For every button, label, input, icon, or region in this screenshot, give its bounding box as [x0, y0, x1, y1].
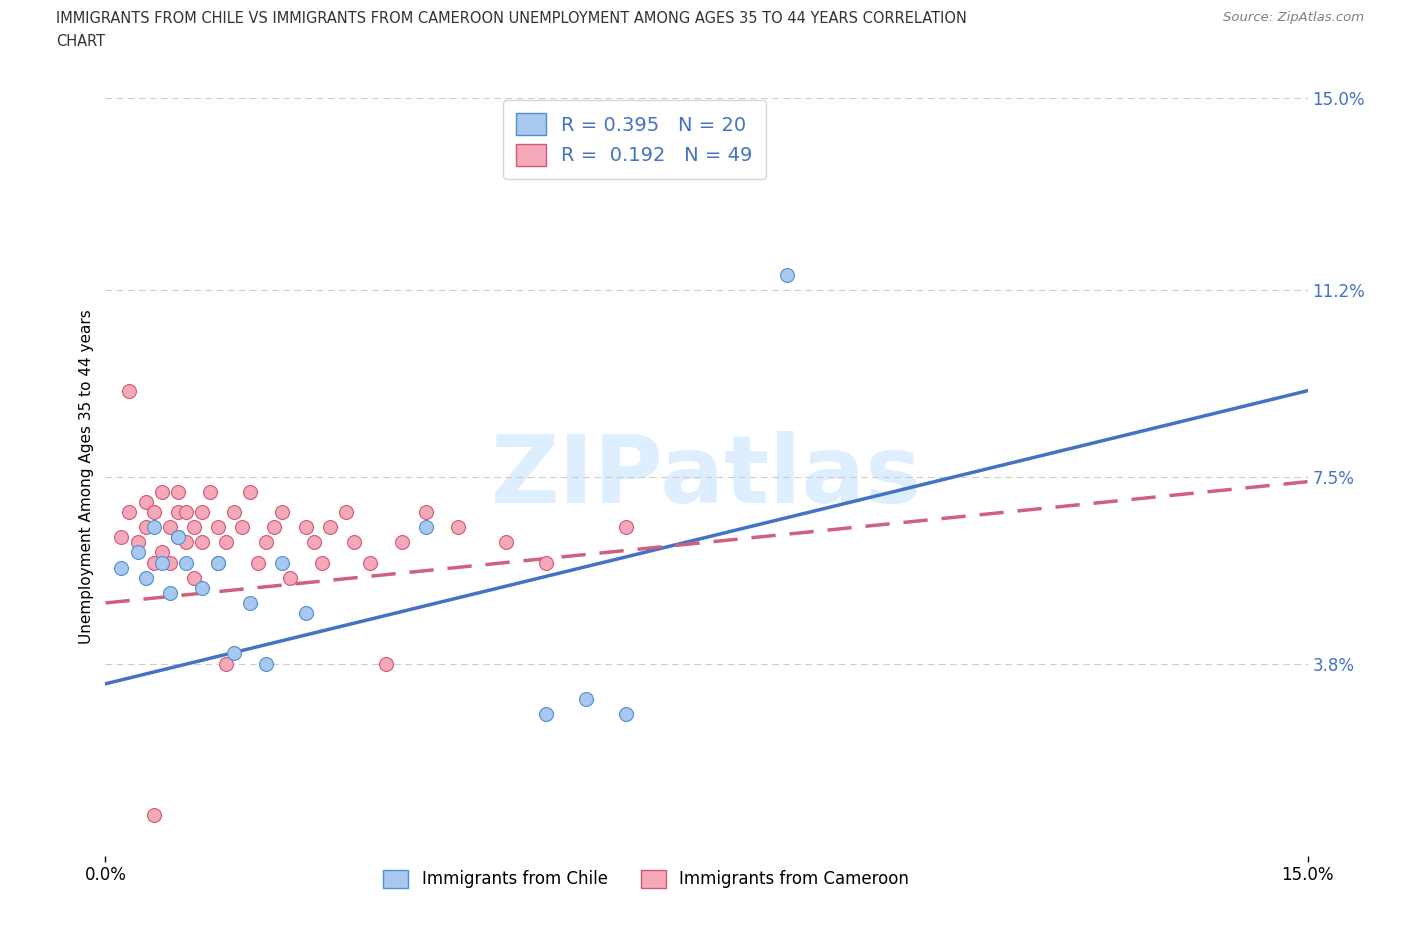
Point — [222, 646, 245, 661]
Point — [118, 383, 141, 398]
Point — [159, 585, 181, 600]
Point — [254, 535, 277, 550]
Point — [174, 555, 197, 570]
Text: ZIPatlas: ZIPatlas — [491, 431, 922, 523]
Point — [536, 555, 558, 570]
Point — [135, 520, 157, 535]
Point — [375, 657, 398, 671]
Point — [415, 520, 437, 535]
Point — [214, 535, 236, 550]
Point — [239, 485, 262, 499]
Point — [166, 530, 188, 545]
Point — [295, 605, 318, 620]
Point — [207, 555, 229, 570]
Point — [302, 535, 325, 550]
Text: CHART: CHART — [56, 34, 105, 49]
Point — [190, 505, 212, 520]
Text: Source: ZipAtlas.com: Source: ZipAtlas.com — [1223, 11, 1364, 24]
Point — [415, 505, 437, 520]
Point — [207, 555, 229, 570]
Point — [159, 555, 181, 570]
Point — [135, 570, 157, 585]
Point — [142, 520, 165, 535]
Point — [231, 520, 253, 535]
Point — [295, 520, 318, 535]
Point — [150, 485, 173, 499]
Point — [447, 520, 470, 535]
Point — [246, 555, 269, 570]
Point — [110, 530, 132, 545]
Point — [343, 535, 366, 550]
Point — [174, 505, 197, 520]
Point — [159, 520, 181, 535]
Point — [495, 535, 517, 550]
Point — [239, 595, 262, 610]
Point — [174, 535, 197, 550]
Point — [118, 505, 141, 520]
Legend: Immigrants from Chile, Immigrants from Cameroon: Immigrants from Chile, Immigrants from C… — [375, 861, 918, 897]
Point — [270, 505, 292, 520]
Point — [166, 530, 188, 545]
Point — [335, 505, 357, 520]
Point — [776, 267, 799, 282]
Point — [110, 560, 132, 575]
Point — [135, 495, 157, 510]
Point — [166, 485, 188, 499]
Point — [311, 555, 333, 570]
Point — [142, 555, 165, 570]
Point — [198, 485, 221, 499]
Point — [150, 545, 173, 560]
Point — [263, 520, 285, 535]
Point — [359, 555, 381, 570]
Point — [270, 555, 292, 570]
Point — [166, 505, 188, 520]
Point — [150, 555, 173, 570]
Text: IMMIGRANTS FROM CHILE VS IMMIGRANTS FROM CAMEROON UNEMPLOYMENT AMONG AGES 35 TO : IMMIGRANTS FROM CHILE VS IMMIGRANTS FROM… — [56, 11, 967, 26]
Point — [190, 535, 212, 550]
Point — [127, 535, 149, 550]
Y-axis label: Unemployment Among Ages 35 to 44 years: Unemployment Among Ages 35 to 44 years — [79, 310, 94, 644]
Point — [222, 505, 245, 520]
Point — [575, 692, 598, 707]
Point — [391, 535, 413, 550]
Point — [207, 520, 229, 535]
Point — [616, 520, 638, 535]
Point — [254, 657, 277, 671]
Point — [214, 657, 236, 671]
Point — [536, 707, 558, 722]
Point — [142, 505, 165, 520]
Point — [278, 570, 301, 585]
Point — [319, 520, 342, 535]
Point — [127, 545, 149, 560]
Point — [183, 570, 205, 585]
Point — [190, 580, 212, 595]
Point — [142, 808, 165, 823]
Point — [183, 520, 205, 535]
Point — [616, 707, 638, 722]
